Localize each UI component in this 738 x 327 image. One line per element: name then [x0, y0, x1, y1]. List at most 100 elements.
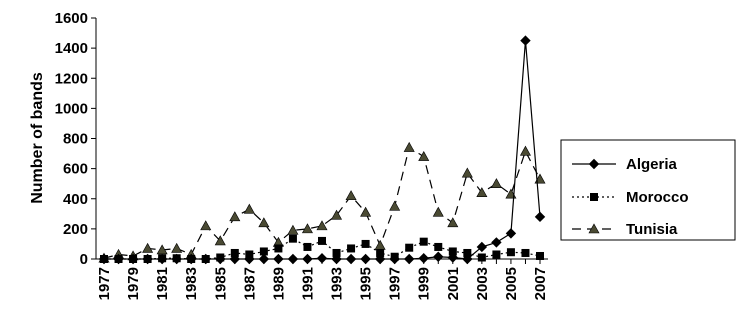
x-tick-label: 1993	[329, 267, 346, 300]
y-axis-title: Number of bands	[29, 72, 46, 204]
y-tick-label: 1000	[55, 100, 88, 117]
data-point-tunisia	[229, 211, 241, 222]
x-tick-label: 1995	[358, 267, 375, 300]
data-point-tunisia	[519, 145, 531, 156]
x-tick-label: 1997	[387, 267, 404, 300]
data-point-tunisia	[214, 235, 226, 246]
series-tunisia	[98, 141, 546, 263]
x-tick-label: 1977	[96, 267, 113, 300]
legend-box	[560, 139, 736, 241]
data-point-tunisia	[345, 190, 357, 201]
x-tick-label: 1985	[212, 267, 229, 300]
x-tick-label: 1981	[154, 267, 171, 300]
x-axis: 1977 1979 1981 1983 1985 1987 1989 1991 1993 1995…	[96, 258, 549, 300]
data-point-algeria	[345, 253, 357, 265]
data-point-tunisia	[418, 150, 430, 161]
data-point-morocco	[521, 248, 530, 257]
x-tick-label: 2003	[474, 267, 491, 300]
data-point-algeria	[433, 251, 444, 262]
legend-marker	[590, 193, 598, 201]
data-point-morocco	[405, 243, 414, 252]
data-point-tunisia	[331, 209, 343, 220]
x-tick-label: 1987	[241, 267, 258, 300]
data-point-algeria	[447, 252, 459, 263]
data-point-tunisia	[171, 242, 183, 253]
legend-item-tunisia: Tunisia	[572, 221, 678, 238]
data-point-algeria	[476, 241, 488, 253]
data-point-tunisia	[476, 187, 488, 198]
series-layer	[98, 35, 546, 265]
x-tick-label: 2005	[503, 267, 520, 300]
legend-item-morocco: Morocco	[572, 189, 689, 206]
data-point-algeria	[258, 253, 270, 265]
data-point-morocco	[419, 237, 428, 246]
x-tick-label: 2001	[445, 267, 462, 300]
data-point-algeria	[127, 253, 139, 265]
plot-area	[96, 18, 548, 259]
data-point-algeria	[229, 253, 241, 265]
data-point-algeria	[171, 253, 182, 265]
legend-label: Tunisia	[626, 221, 678, 238]
legend-marker	[588, 158, 600, 170]
y-tick-label: 1200	[55, 70, 88, 87]
data-point-morocco	[347, 244, 356, 253]
data-point-algeria	[200, 253, 211, 265]
data-point-morocco	[274, 244, 283, 253]
data-point-tunisia	[432, 206, 444, 217]
legend-item-algeria: Algeria	[572, 156, 678, 173]
data-point-morocco	[361, 239, 370, 248]
data-point-morocco	[434, 242, 443, 251]
data-point-algeria	[302, 253, 313, 265]
data-point-tunisia	[142, 242, 154, 253]
data-point-algeria	[462, 253, 473, 265]
data-point-morocco	[288, 234, 297, 243]
data-point-algeria	[520, 35, 531, 46]
data-point-morocco	[318, 236, 326, 245]
y-tick-label: 200	[63, 221, 88, 238]
y-tick-label: 0	[80, 251, 88, 268]
data-point-morocco	[477, 253, 486, 262]
data-point-algeria	[418, 253, 429, 264]
legend-label: Morocco	[626, 189, 689, 206]
data-point-algeria	[389, 253, 400, 265]
x-tick-label: 1983	[183, 267, 200, 300]
data-point-tunisia	[447, 217, 459, 228]
x-tick-label: 1989	[270, 267, 287, 300]
data-point-algeria	[360, 253, 371, 265]
data-point-algeria	[273, 253, 284, 265]
x-tick-label: 1999	[416, 267, 433, 300]
x-tick-label: 1979	[125, 267, 142, 300]
x-tick-label: 2007	[532, 267, 549, 300]
plot-background	[96, 18, 548, 259]
data-point-algeria	[505, 228, 517, 239]
data-point-algeria	[244, 253, 255, 265]
data-point-tunisia	[200, 220, 212, 231]
data-point-algeria	[185, 253, 197, 265]
data-point-tunisia	[389, 200, 401, 211]
data-point-tunisia	[301, 223, 313, 234]
data-point-algeria	[534, 211, 546, 223]
data-point-morocco	[536, 251, 544, 260]
data-point-algeria	[156, 253, 168, 265]
series-algeria	[98, 35, 546, 265]
data-point-algeria	[374, 253, 386, 265]
data-point-algeria	[287, 253, 299, 265]
data-point-tunisia	[258, 217, 270, 228]
data-point-morocco	[303, 242, 312, 251]
data-point-algeria	[491, 237, 502, 248]
data-point-tunisia	[490, 178, 502, 188]
y-tick-label: 600	[63, 161, 88, 178]
data-point-algeria	[215, 253, 226, 265]
data-point-morocco	[506, 248, 515, 257]
data-point-algeria	[98, 253, 110, 265]
data-point-algeria	[403, 253, 415, 265]
legend: Algeria Morocco Tunisia	[560, 139, 736, 241]
data-point-morocco	[492, 250, 501, 259]
data-point-tunisia	[461, 167, 473, 178]
y-axis: 0 200 400 600 800 1000 1200 1400 1600	[55, 10, 97, 268]
data-point-algeria	[113, 253, 124, 265]
y-tick-label: 400	[63, 191, 88, 208]
data-point-algeria	[316, 253, 328, 264]
data-point-tunisia	[287, 224, 299, 235]
